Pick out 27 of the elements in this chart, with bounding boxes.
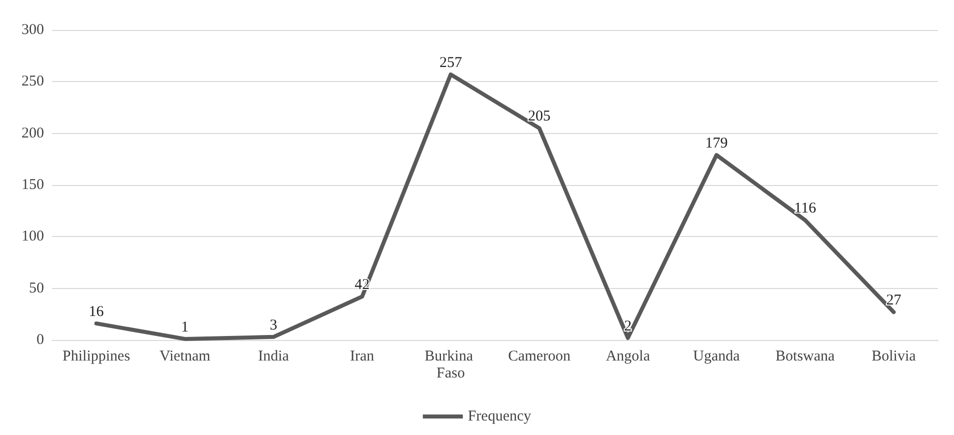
- data-label: 257: [439, 54, 462, 71]
- y-tick-label: 0: [36, 332, 44, 348]
- x-tick-label: Uganda: [693, 348, 740, 364]
- y-tick-label: 150: [22, 177, 44, 193]
- data-label: 116: [794, 200, 817, 217]
- legend-label: Frequency: [468, 408, 532, 424]
- x-tick-label: Philippines: [62, 348, 130, 364]
- x-tick-label: Cameroon: [508, 348, 572, 364]
- data-label: 2: [624, 318, 632, 334]
- x-tick-label: Botswana: [776, 348, 836, 364]
- data-label: 16: [88, 304, 104, 320]
- data-label: 205: [528, 108, 551, 125]
- x-tick-label: Vietnam: [160, 348, 211, 364]
- y-tick-label: 100: [22, 228, 44, 245]
- data-label: 27: [886, 292, 902, 309]
- y-tick-label: 300: [22, 22, 44, 38]
- data-label: 179: [705, 136, 728, 152]
- y-tick-label: 200: [22, 125, 44, 142]
- x-tick-label: Angola: [606, 348, 650, 364]
- x-tick-label: India: [258, 348, 290, 364]
- y-tick-label: 50: [29, 280, 44, 296]
- y-tick-label: 250: [22, 74, 44, 90]
- data-label: 1: [181, 319, 189, 336]
- x-tick-label: Iran: [350, 348, 375, 364]
- x-tick-label: Bolivia: [872, 348, 916, 364]
- data-label: 3: [270, 317, 278, 334]
- x-tick-label: Burkina Faso: [424, 348, 477, 382]
